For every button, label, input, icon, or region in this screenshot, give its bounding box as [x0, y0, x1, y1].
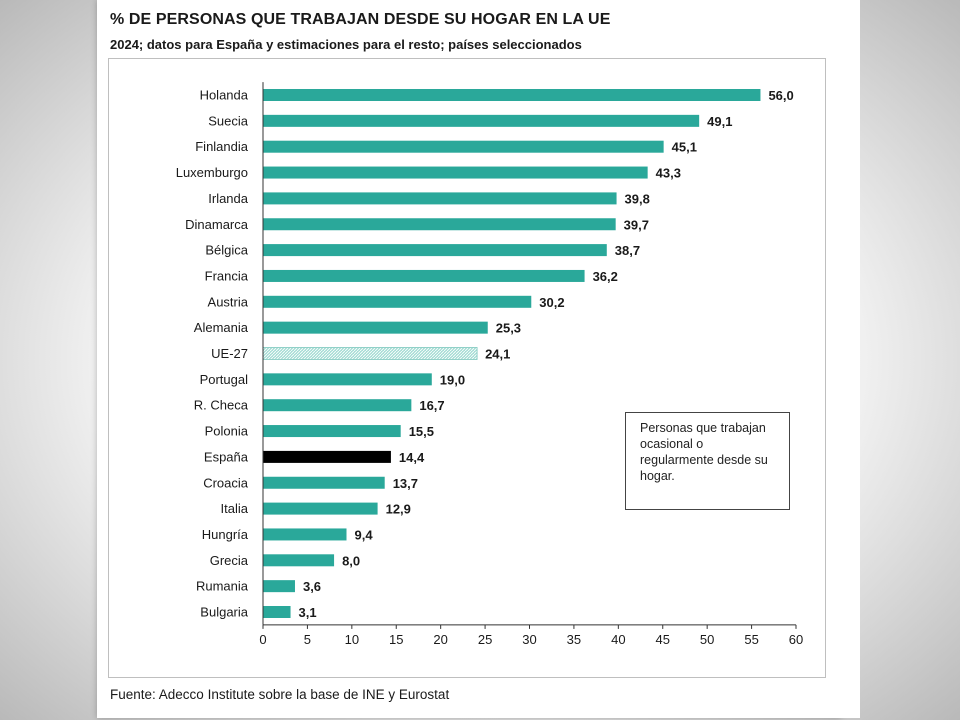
- value-label: 3,1: [299, 605, 317, 620]
- bar: [263, 89, 761, 101]
- bar: [263, 114, 700, 127]
- category-label: Irlanda: [208, 191, 249, 206]
- source-note: Fuente: Adecco Institute sobre la base d…: [110, 687, 450, 702]
- x-tick-label: 40: [611, 632, 625, 647]
- value-label: 13,7: [393, 476, 418, 491]
- category-label: Rumania: [196, 579, 249, 594]
- bar: [263, 425, 401, 438]
- value-label: 39,8: [625, 191, 650, 206]
- x-tick-label: 25: [478, 632, 492, 647]
- bar: [263, 450, 391, 463]
- category-label: Italia: [221, 501, 249, 516]
- value-label: 43,3: [656, 166, 681, 181]
- bar: [263, 295, 532, 308]
- category-label: Portugal: [200, 372, 249, 387]
- category-label: Bulgaria: [200, 605, 248, 620]
- value-label: 12,9: [386, 502, 411, 517]
- legend-box: Personas que trabajan ocasional o regula…: [625, 412, 790, 510]
- bar: [263, 218, 616, 231]
- category-label: R. Checa: [194, 398, 249, 413]
- value-label: 38,7: [615, 243, 640, 258]
- bar: [263, 580, 295, 593]
- bar: [263, 399, 412, 412]
- category-label: España: [204, 449, 249, 464]
- x-tick-label: 55: [744, 632, 758, 647]
- x-tick-label: 60: [789, 632, 803, 647]
- x-tick-label: 10: [345, 632, 359, 647]
- value-label: 15,5: [409, 424, 434, 439]
- category-label: UE-27: [211, 346, 248, 361]
- bar: [263, 476, 385, 489]
- bar: [263, 606, 291, 618]
- bar: [263, 244, 607, 257]
- value-label: 56,0: [768, 88, 793, 103]
- bar: [263, 554, 335, 567]
- category-label: Croacia: [203, 475, 249, 490]
- bar: [263, 528, 347, 541]
- bar: [263, 373, 432, 386]
- category-label: Suecia: [208, 113, 249, 128]
- bar: [262, 347, 478, 360]
- chart-title: % DE PERSONAS QUE TRABAJAN DESDE SU HOGA…: [110, 11, 611, 28]
- category-label: Alemania: [194, 320, 249, 335]
- bar: [263, 166, 648, 179]
- value-label: 39,7: [624, 217, 649, 232]
- chart-frame: [108, 58, 826, 678]
- bar: [263, 321, 488, 334]
- chart-subtitle: 2024; datos para España y estimaciones p…: [110, 37, 582, 52]
- value-label: 30,2: [539, 295, 564, 310]
- category-label: Hungría: [202, 527, 249, 542]
- category-label: Finlandia: [195, 139, 249, 154]
- value-label: 49,1: [707, 114, 732, 129]
- x-tick-label: 0: [259, 632, 266, 647]
- category-label: Holanda: [200, 88, 249, 103]
- value-label: 36,2: [593, 269, 618, 284]
- value-label: 8,0: [342, 553, 360, 568]
- category-label: Luxemburgo: [176, 165, 248, 180]
- x-tick-label: 35: [567, 632, 581, 647]
- x-tick-label: 5: [304, 632, 311, 647]
- x-tick-label: 20: [433, 632, 447, 647]
- value-label: 3,6: [303, 579, 321, 594]
- category-label: Grecia: [210, 553, 249, 568]
- x-tick-label: 15: [389, 632, 403, 647]
- x-tick-label: 45: [656, 632, 670, 647]
- category-label: Bélgica: [205, 243, 248, 258]
- panel-shadow-edge: [834, 0, 860, 718]
- bar: [263, 140, 664, 153]
- x-tick-label: 50: [700, 632, 714, 647]
- value-label: 16,7: [419, 398, 444, 413]
- value-label: 14,4: [399, 450, 425, 465]
- category-label: Dinamarca: [185, 217, 249, 232]
- value-label: 24,1: [485, 347, 510, 362]
- category-label: Polonia: [205, 424, 249, 439]
- bar: [263, 269, 585, 282]
- value-label: 9,4: [355, 527, 374, 542]
- category-label: Austria: [208, 294, 249, 309]
- x-tick-label: 30: [522, 632, 536, 647]
- bar: [263, 502, 378, 515]
- bar: [263, 192, 617, 205]
- value-label: 19,0: [440, 372, 465, 387]
- value-label: 25,3: [496, 321, 521, 336]
- category-label: Francia: [205, 268, 249, 283]
- value-label: 45,1: [672, 140, 697, 155]
